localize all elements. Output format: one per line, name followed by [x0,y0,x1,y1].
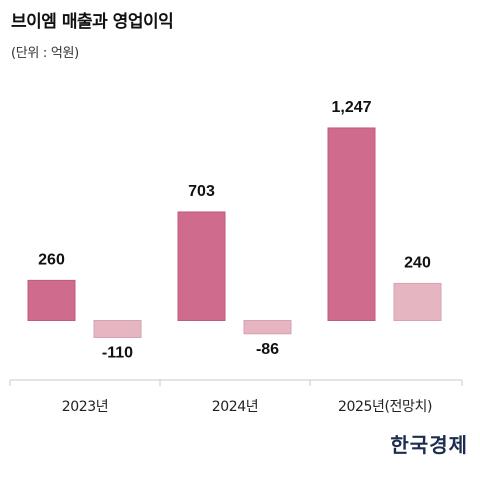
chart-title: 브이엠 매출과 영업이익 [11,12,174,32]
operating-profit-bar-1 [243,320,292,335]
revenue-value-label-0: 260 [38,251,65,268]
revenue-bar-1 [177,211,226,321]
operating-profit-value-label-0: -110 [102,344,133,361]
operating-profit-value-label-1: -86 [256,341,279,358]
category-label-1: 2024년 [212,399,259,415]
category-label-2: 2025년(전망치) [338,399,432,415]
bars-group [27,127,442,338]
value-labels-group: 260 703 1,247 -110 -86 240 [38,99,431,362]
revenue-bar-2 [327,127,376,322]
axis-ticks [9,380,463,386]
revenue-value-label-1: 703 [188,183,215,200]
unit-label: (단위 : 억원) [11,46,79,61]
operating-profit-bar-2 [393,282,442,321]
category-label-0: 2023년 [62,399,109,415]
revenue-bar-0 [27,279,76,321]
operating-profit-bar-0 [93,320,142,338]
revenue-value-label-2: 1,247 [331,99,371,116]
operating-profit-value-label-2: 240 [404,254,431,271]
hankyung-logo: 한국경제 [390,433,468,457]
category-labels-group: 2023년 2024년 2025년(전망치) [62,399,433,415]
